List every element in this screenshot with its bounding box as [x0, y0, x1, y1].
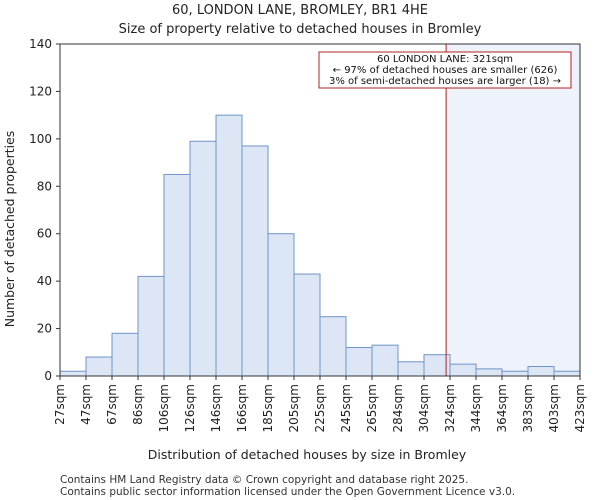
x-tick-label: 225sqm	[313, 384, 327, 432]
x-tick-label: 284sqm	[391, 384, 405, 432]
highlight-region	[446, 44, 580, 376]
annotation-line-2: ← 97% of detached houses are smaller (62…	[333, 65, 558, 76]
bar-284sqm	[397, 361, 425, 377]
bar-383sqm	[527, 366, 555, 377]
annotation-line-3: 3% of semi-detached houses are larger (1…	[329, 76, 561, 87]
bar-166sqm	[241, 145, 269, 377]
bar-185sqm	[267, 233, 295, 377]
y-tick-label: 120	[29, 84, 52, 98]
annotation-box	[318, 51, 572, 89]
bar-27sqm	[59, 370, 87, 377]
bar-265sqm	[371, 344, 399, 377]
x-tick-label: 423sqm	[573, 384, 587, 432]
x-tick-label: 344sqm	[469, 384, 483, 432]
x-tick-label: 304sqm	[417, 384, 431, 432]
bar-344sqm	[475, 368, 503, 377]
x-tick-label: 166sqm	[235, 384, 249, 432]
x-tick-label: 126sqm	[183, 384, 197, 432]
x-tick-label: 383sqm	[521, 384, 535, 432]
bar-146sqm	[215, 114, 243, 377]
plot-frame	[59, 43, 581, 377]
x-tick-label: 27sqm	[53, 384, 67, 425]
bar-364sqm	[501, 370, 529, 377]
x-tick-label: 324sqm	[443, 384, 457, 432]
y-tick-label: 20	[37, 322, 52, 336]
chart-title: 60, LONDON LANE, BROMLEY, BR1 4HE	[172, 3, 428, 18]
x-tick-label: 146sqm	[209, 384, 223, 432]
y-tick-label: 80	[37, 179, 52, 193]
x-tick-label: 205sqm	[287, 384, 301, 432]
bar-245sqm	[345, 347, 373, 377]
bars-group	[59, 114, 581, 377]
y-tick-label: 0	[44, 369, 52, 383]
x-tick-label: 47sqm	[79, 384, 93, 425]
footer-line-1: Contains HM Land Registry data © Crown c…	[60, 474, 468, 486]
x-tick-label: 245sqm	[339, 384, 353, 432]
bar-86sqm	[137, 275, 165, 377]
bar-106sqm	[163, 173, 191, 377]
bar-126sqm	[189, 140, 217, 377]
y-tick-label: 100	[29, 132, 52, 146]
footer-line-2: Contains public sector information licen…	[60, 486, 515, 498]
x-tick-label: 185sqm	[261, 384, 275, 432]
x-tick-label: 67sqm	[105, 384, 119, 425]
y-tick-label: 40	[37, 274, 52, 288]
chart-subtitle: Size of property relative to detached ho…	[119, 22, 482, 37]
annotation-line-1: 60 LONDON LANE: 321sqm	[377, 54, 513, 65]
bar-205sqm	[293, 273, 321, 377]
y-tick-label: 60	[37, 227, 52, 241]
bar-67sqm	[111, 332, 139, 377]
bar-225sqm	[319, 316, 347, 377]
x-tick-label: 106sqm	[157, 384, 171, 432]
bar-47sqm	[85, 356, 113, 377]
y-tick-label: 140	[29, 37, 52, 51]
x-tick-label: 364sqm	[495, 384, 509, 432]
y-ticks-group: 0 20 40 60 80 100 120 140	[29, 37, 60, 383]
bar-403sqm	[553, 370, 581, 377]
x-tick-label: 265sqm	[365, 384, 379, 432]
x-tick-label: 86sqm	[131, 384, 145, 425]
y-axis-label: Number of detached properties	[2, 131, 17, 328]
x-axis-label: Distribution of detached houses by size …	[148, 447, 467, 462]
bar-324sqm	[449, 363, 477, 377]
x-tick-label: 403sqm	[547, 384, 561, 432]
x-ticks-group: 27sqm 47sqm 67sqm 86sqm 106sqm 126sqm 146sqm 16…	[53, 376, 587, 432]
